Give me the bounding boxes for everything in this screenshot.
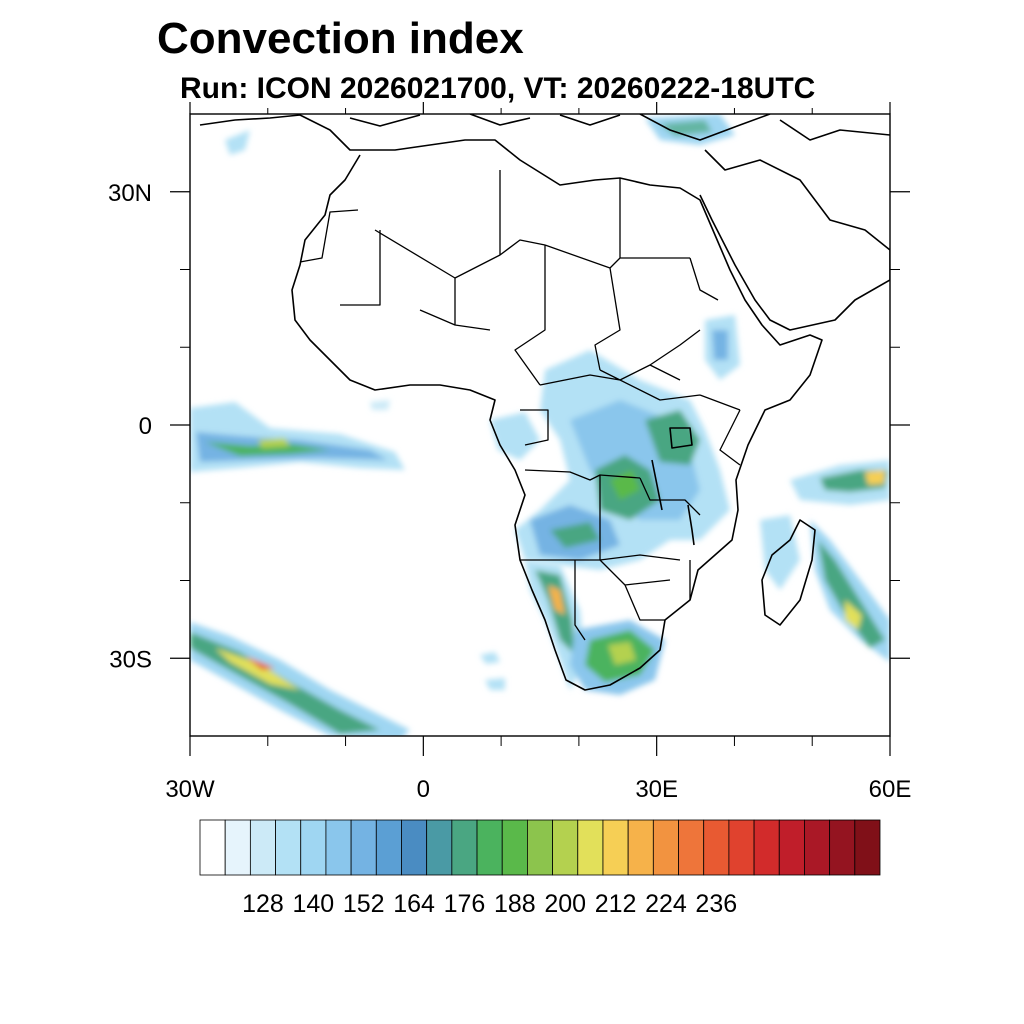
- colorbar-swatch: [854, 819, 881, 876]
- arabia-coastline: [699, 149, 890, 331]
- colorbar-swatch: [678, 819, 705, 876]
- colorbar-swatch: [249, 819, 276, 876]
- lon-tick-label: 60E: [869, 776, 912, 803]
- axis-ticks: [170, 102, 910, 756]
- chart-title: Convection index: [157, 14, 524, 63]
- chart-subtitle: Run: ICON 2026021700, VT: 20260222-18UTC: [180, 72, 816, 105]
- europe-coastline: [349, 114, 890, 141]
- country-borders: [299, 170, 741, 641]
- lat-tick-label: 30S: [109, 646, 152, 673]
- colorbar-label: 128: [242, 890, 284, 918]
- colorbar-swatch: [224, 819, 251, 876]
- colorbar-swatch: [829, 819, 856, 876]
- colorbar-swatch: [577, 819, 604, 876]
- colorbar-swatch: [778, 819, 805, 876]
- field-south-atlantic-front: [190, 622, 410, 736]
- lon-tick-label: 30E: [635, 776, 678, 803]
- colorbar-swatch: [804, 819, 831, 876]
- colorbar-swatch: [527, 819, 553, 876]
- lat-tick-label: 30N: [108, 180, 152, 207]
- colorbar-swatch: [275, 819, 302, 876]
- madagascar-coastline: [761, 519, 816, 626]
- colorbar-swatch: [501, 819, 528, 876]
- colorbar-swatch: [300, 819, 327, 876]
- colorbar-swatch: [652, 819, 679, 876]
- colorbar-swatch: [350, 819, 377, 876]
- colorbar-swatch: [703, 819, 730, 876]
- colorbar-label: 140: [292, 890, 334, 918]
- colorbar-swatch: [375, 819, 402, 876]
- colorbar-swatch: [325, 819, 352, 876]
- lake-malawi: [687, 504, 695, 546]
- colorbar-swatch: [401, 819, 428, 876]
- colorbar-label: 152: [343, 890, 385, 918]
- colorbar-swatch: [476, 819, 503, 876]
- field-indian-ocean: [760, 460, 890, 662]
- colorbar-label: 200: [544, 890, 586, 918]
- colorbar-label: 176: [444, 890, 486, 918]
- colorbar-swatch: [627, 819, 654, 876]
- colorbar-label: 164: [393, 890, 435, 918]
- colorbar-swatch: [426, 819, 453, 876]
- field-scattered-patches: [225, 130, 505, 690]
- field-atlantic-band: [190, 402, 405, 472]
- colorbar-label: 224: [645, 890, 687, 918]
- field-central-africa: [490, 315, 740, 570]
- colorbar-swatch: [451, 819, 478, 876]
- colorbar-swatch: [753, 819, 780, 876]
- lake-tanganyika: [651, 459, 663, 511]
- colorbar-swatch: [602, 819, 629, 876]
- lon-tick-label: 0: [417, 776, 430, 803]
- colorbar-swatch: [552, 819, 579, 876]
- axis-labels: 30W 0 30E 60E 30N 0 30S: [108, 180, 911, 803]
- colorbar-label: 188: [494, 890, 536, 918]
- africa-coastline: [199, 114, 823, 691]
- lat-tick-label: 0: [139, 413, 152, 440]
- colorbar-label: 236: [695, 890, 737, 918]
- colorbar-label: 212: [595, 890, 637, 918]
- field-mediterranean: [645, 114, 735, 145]
- colorbar: 128 140 152 164 176 188 200 212 224 236: [199, 819, 881, 918]
- coastlines-borders: [199, 114, 890, 691]
- convection-field: [190, 114, 890, 736]
- lake-victoria: [669, 427, 693, 449]
- map-area: [189, 113, 891, 737]
- field-southern-africa: [525, 560, 665, 695]
- map-background: [190, 114, 890, 736]
- colorbar-swatch: [199, 819, 226, 876]
- colorbar-swatch: [728, 819, 755, 876]
- lon-tick-label: 30W: [165, 776, 215, 803]
